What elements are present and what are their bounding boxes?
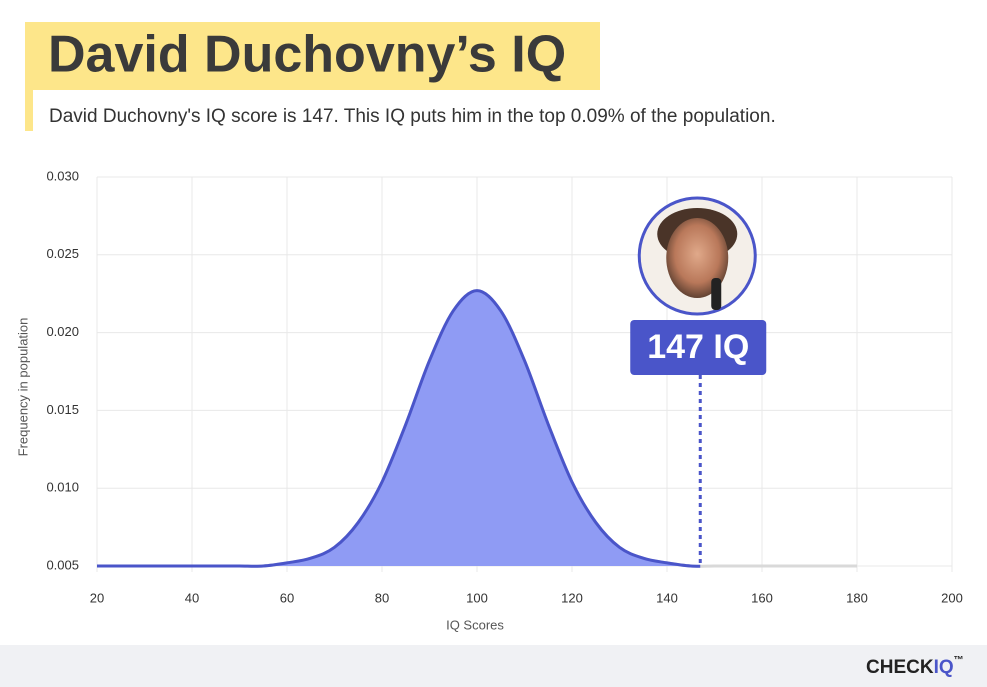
- logo-part: IQ: [934, 657, 954, 678]
- logo-tm: ™: [954, 655, 964, 666]
- curve: [96, 289, 701, 568]
- subtitle-bar: [25, 90, 33, 131]
- y-tick-label: 0.015: [46, 402, 79, 417]
- area: [97, 290, 701, 567]
- footer: [0, 645, 987, 687]
- marker-label: 147 IQ: [647, 328, 749, 366]
- x-tick-label: 140: [656, 590, 678, 605]
- x-tick-label: 180: [846, 590, 868, 605]
- plot: 0.005 0.010 0.015 0.020 0.025 0.030 20 40 60 80 10…: [46, 168, 962, 605]
- x-tick-label: 160: [751, 590, 773, 605]
- y-tick-label: 0.030: [46, 168, 79, 183]
- x-tick-label: 100: [466, 590, 488, 605]
- x-tick-label: 200: [941, 590, 963, 605]
- x-tick-label: 20: [90, 590, 104, 605]
- x-tick-label: 80: [375, 590, 389, 605]
- y-tick-label: 0.010: [46, 480, 79, 495]
- y-tick-label: 0.005: [46, 557, 79, 572]
- subtitle: David Duchovny's IQ score is 147. This I…: [49, 106, 776, 127]
- marker-box: [630, 320, 767, 375]
- y-axis-label: Frequency in population: [15, 318, 30, 457]
- title: David Duchovny’s IQ: [48, 26, 566, 84]
- x-tick-label: 60: [280, 590, 294, 605]
- portrait-face: [666, 218, 729, 298]
- x-axis-label: IQ Scores: [446, 617, 504, 632]
- logo: CHECKIQ™: [866, 655, 964, 678]
- x-tick-label: 120: [561, 590, 583, 605]
- y-tick-label: 0.020: [46, 324, 79, 339]
- portrait-mic: [711, 278, 722, 310]
- title-highlight: [25, 22, 600, 90]
- y-tick-label: 0.025: [46, 246, 79, 261]
- x-tick-label: 40: [185, 590, 199, 605]
- logo-part: CHECK: [866, 657, 934, 678]
